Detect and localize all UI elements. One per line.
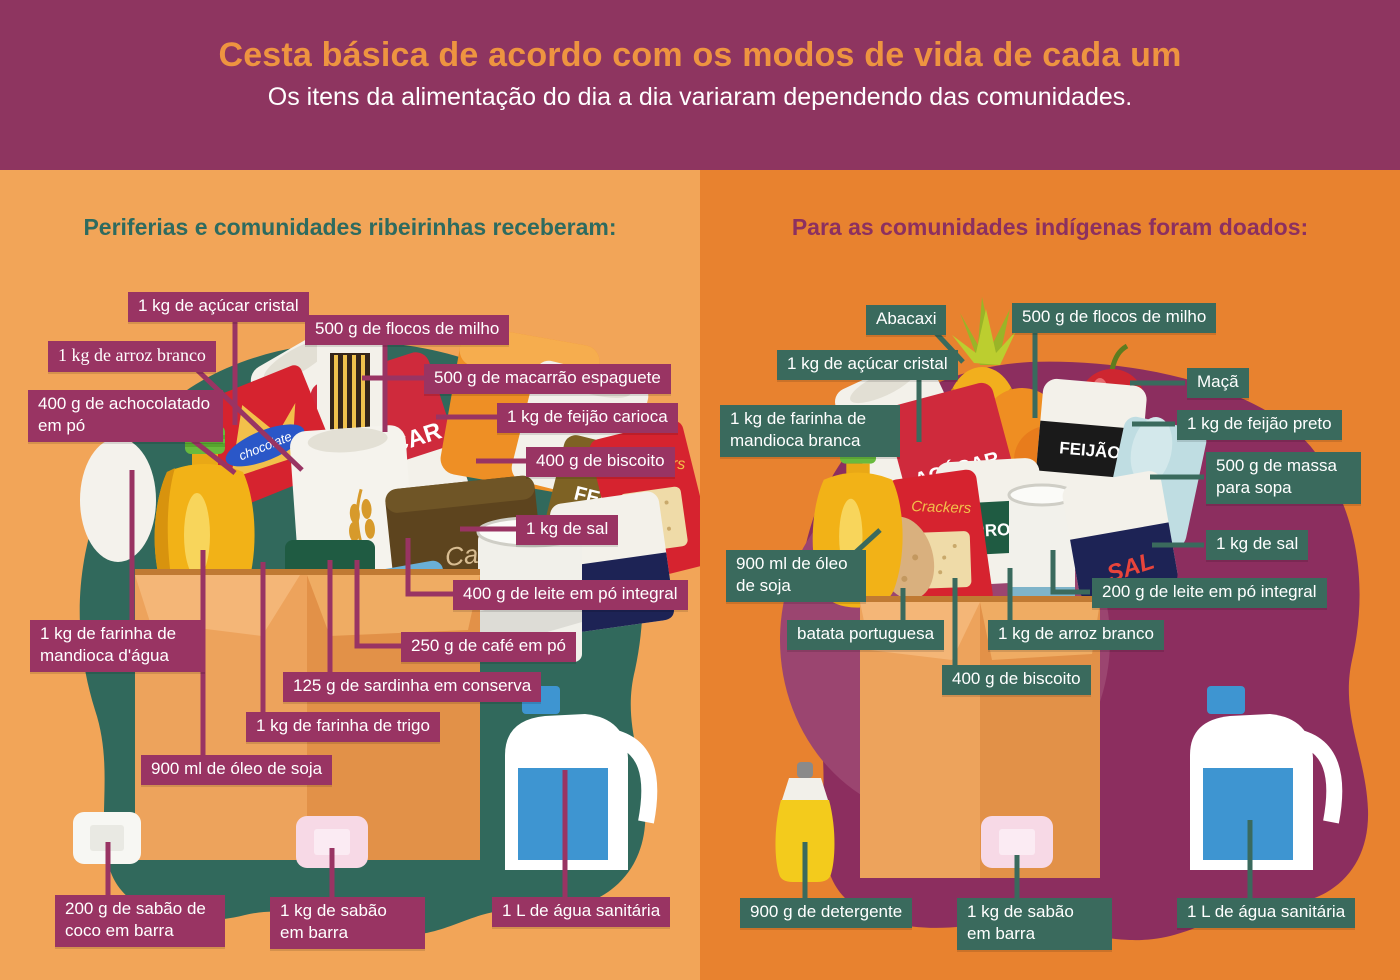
label-maca: Maçã <box>1187 368 1249 399</box>
label-sal: 1 kg de sal <box>516 515 619 546</box>
label-agua-sanitaria: 1 L de água sanitária <box>492 897 671 928</box>
page-title: Cesta básica de acordo com os modos de v… <box>218 36 1182 74</box>
label-achocolatado: 400 g de achocolatado em pó <box>28 390 223 443</box>
detergent-bottle <box>775 762 835 882</box>
left-panel-title: Periferias e comunidades ribeirinhas rec… <box>83 214 617 240</box>
white-container-silhouette <box>80 438 156 562</box>
label-leite-em-po-r: 200 g de leite em pó integral <box>1092 578 1327 609</box>
label-macarrao-espaguete: 500 g de macarrão espaguete <box>424 364 671 395</box>
label-acucar-cristal-r: 1 kg de açúcar cristal <box>777 350 958 381</box>
label-oleo-de-soja: 900 ml de óleo de soja <box>141 755 333 786</box>
label-batata-portuguesa: batata portuguesa <box>787 620 945 651</box>
label-arroz-branco-r: 1 kg de arroz branco <box>988 620 1164 651</box>
pink-soap-bar <box>296 816 368 868</box>
label-agua-sanitaria-r: 1 L de água sanitária <box>1177 898 1356 929</box>
label-flocos-de-milho: 500 g de flocos de milho <box>305 315 510 346</box>
label-biscoito: 400 g de biscoito <box>526 447 675 478</box>
coconut-soap-bar <box>73 812 141 864</box>
label-sabao-coco: 200 g de sabão de coco em barra <box>55 895 225 948</box>
label-biscoito-r: 400 g de biscoito <box>942 665 1091 696</box>
label-farinha-trigo: 1 kg de farinha de trigo <box>246 712 440 743</box>
label-sabao-barra-r: 1 kg de sabão em barra <box>957 898 1112 951</box>
right-connector-lines <box>802 330 1253 900</box>
label-cafe-em-po: 250 g de café em pó <box>401 632 577 663</box>
left-connector-lines <box>105 318 568 899</box>
label-massa-para-sopa: 500 g de massa para sopa <box>1206 452 1361 505</box>
label-abacaxi: Abacaxi <box>866 305 947 336</box>
label-feijao-carioca: 1 kg de feijão carioca <box>497 403 678 434</box>
right-panel-title: Para as comunidades indígenas foram doad… <box>791 214 1309 240</box>
left-illustration: AÇÚCAR FEIJÃO <box>73 318 700 936</box>
label-sardinha: 125 g de sardinha em conserva <box>283 672 542 703</box>
label-flocos-de-milho-r: 500 g de flocos de milho <box>1012 303 1217 334</box>
panel-comunidades-indigenas: Para as comunidades indígenas foram doad… <box>700 170 1400 980</box>
label-oleo-de-soja-r: 900 ml de óleo de soja <box>726 550 866 603</box>
label-acucar-cristal: 1 kg de açúcar cristal <box>128 292 309 323</box>
label-sabao-barra: 1 kg de sabão em barra <box>270 897 425 950</box>
page-subtitle: Os itens da alimentação do dia a dia var… <box>267 83 1133 111</box>
label-farinha-mandioca-branca: 1 kg de farinha de mandioca branca <box>720 405 900 458</box>
label-feijao-preto: 1 kg de feijão preto <box>1177 410 1342 441</box>
label-farinha-mandioca-agua: 1 kg de farinha de mandioca d'água <box>30 620 205 673</box>
header: Cesta básica de acordo com os modos de v… <box>0 0 1400 170</box>
crackers-right-text: Crackers <box>911 498 972 517</box>
bleach-jug-right <box>1190 686 1343 870</box>
label-detergente: 900 g de detergente <box>740 898 913 929</box>
label-sal-r: 1 kg de sal <box>1206 530 1309 561</box>
label-leite-em-po: 400 g de leite em pó integral <box>453 580 688 611</box>
pink-soap-bar-right <box>981 816 1053 868</box>
panel-periferias-ribeirinhas: Periferias e comunidades ribeirinhas rec… <box>0 170 700 980</box>
label-arroz-branco: 1 kg de arroz branco <box>48 341 216 373</box>
